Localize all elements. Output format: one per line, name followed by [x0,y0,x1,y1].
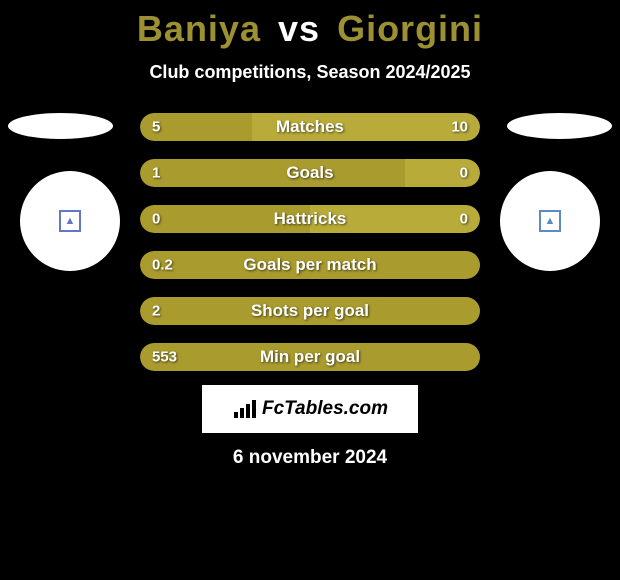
team-badge-left [8,113,113,139]
chart-icon [232,398,258,420]
stats-bars: 510Matches 10Goals 00Hattricks 0.2Goals per… [140,113,480,371]
user-icon: ▲ [59,210,81,232]
brand-logo: FcTables.com [202,385,418,433]
bar-segment-right [405,159,480,187]
team-badge-right [507,113,612,139]
bar-segment-left [140,297,480,325]
bar-segment-left [140,159,405,187]
stat-row: 2Shots per goal [140,297,480,325]
stat-row: 10Goals [140,159,480,187]
player-avatar-right: ▲ [500,171,600,271]
content-area: ▲ ▲ 510Matches 10Goals 00Hattricks 0.2Goals… [0,113,620,371]
stat-row: 553Min per goal [140,343,480,371]
brand-text: FcTables.com [262,398,388,420]
bar-segment-right [252,113,480,141]
comparison-title: Baniya vs Giorgini [0,0,620,50]
player-left-name: Baniya [137,8,261,49]
stat-row: 00Hattricks [140,205,480,233]
date-label: 6 november 2024 [0,447,620,469]
bar-segment-left [140,343,480,371]
player-avatar-left: ▲ [20,171,120,271]
user-icon: ▲ [539,210,561,232]
stat-row: 0.2Goals per match [140,251,480,279]
bar-segment-left [140,205,310,233]
player-right-name: Giorgini [337,8,483,49]
stat-row: 510Matches [140,113,480,141]
vs-label: vs [278,8,320,49]
bar-segment-left [140,113,252,141]
bar-segment-left [140,251,480,279]
bar-segment-right [310,205,480,233]
subtitle: Club competitions, Season 2024/2025 [0,62,620,83]
